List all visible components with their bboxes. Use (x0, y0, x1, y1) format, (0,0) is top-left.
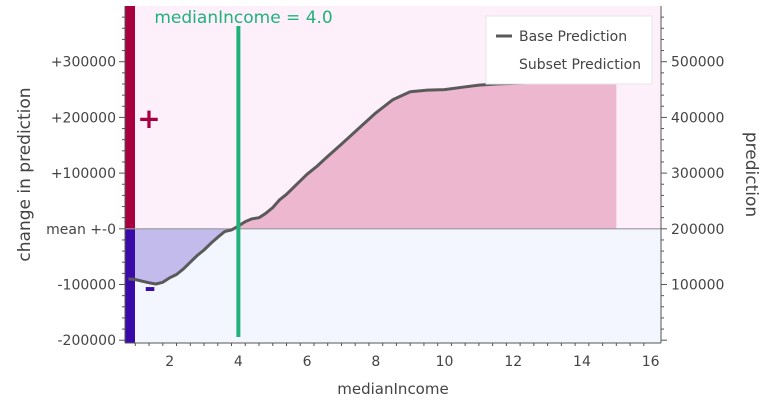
legend-subset-label: Subset Prediction (519, 57, 641, 73)
legend-base-label: Base Prediction (519, 29, 627, 45)
left-tick-label: -100000 (58, 278, 117, 294)
negative-region (125, 228, 661, 343)
negative-fill-area (128, 228, 234, 284)
left-tick-label: +100000 (51, 166, 116, 182)
right-tick-label: 100000 (671, 278, 724, 294)
right-tick-label: 300000 (671, 166, 724, 182)
plus-sign: + (137, 102, 160, 135)
base-prediction-line (128, 79, 617, 286)
x-axis-title: medianIncome (337, 380, 448, 398)
x-tick-label: 12 (504, 354, 522, 370)
legend-box (485, 15, 653, 85)
right-tick-label: 200000 (671, 222, 724, 238)
minus-sign: - (144, 271, 156, 304)
x-tick-label: 2 (165, 354, 174, 370)
x-tick-label: 16 (642, 354, 660, 370)
x-tick-label: 14 (573, 354, 591, 370)
x-tick-label: 10 (436, 354, 454, 370)
left-axis-title: change in prediction (15, 87, 35, 261)
positive-band (125, 6, 135, 229)
right-axis-title: prediction (741, 132, 761, 217)
left-tick-label: -200000 (58, 333, 117, 349)
left-tick-label: +300000 (51, 55, 116, 71)
left-tick-label: mean +-0 (46, 222, 116, 238)
negative-band (125, 228, 135, 343)
left-tick-label: +200000 (51, 110, 116, 126)
x-tick-label: 4 (234, 354, 243, 370)
x-tick-label: 8 (371, 354, 380, 370)
marker-label: medianIncome = 4.0 (154, 8, 332, 28)
x-tick-label: 6 (303, 354, 312, 370)
positive-fill-area (233, 81, 617, 229)
right-tick-label: 500000 (671, 55, 724, 71)
right-tick-label: 400000 (671, 110, 724, 126)
